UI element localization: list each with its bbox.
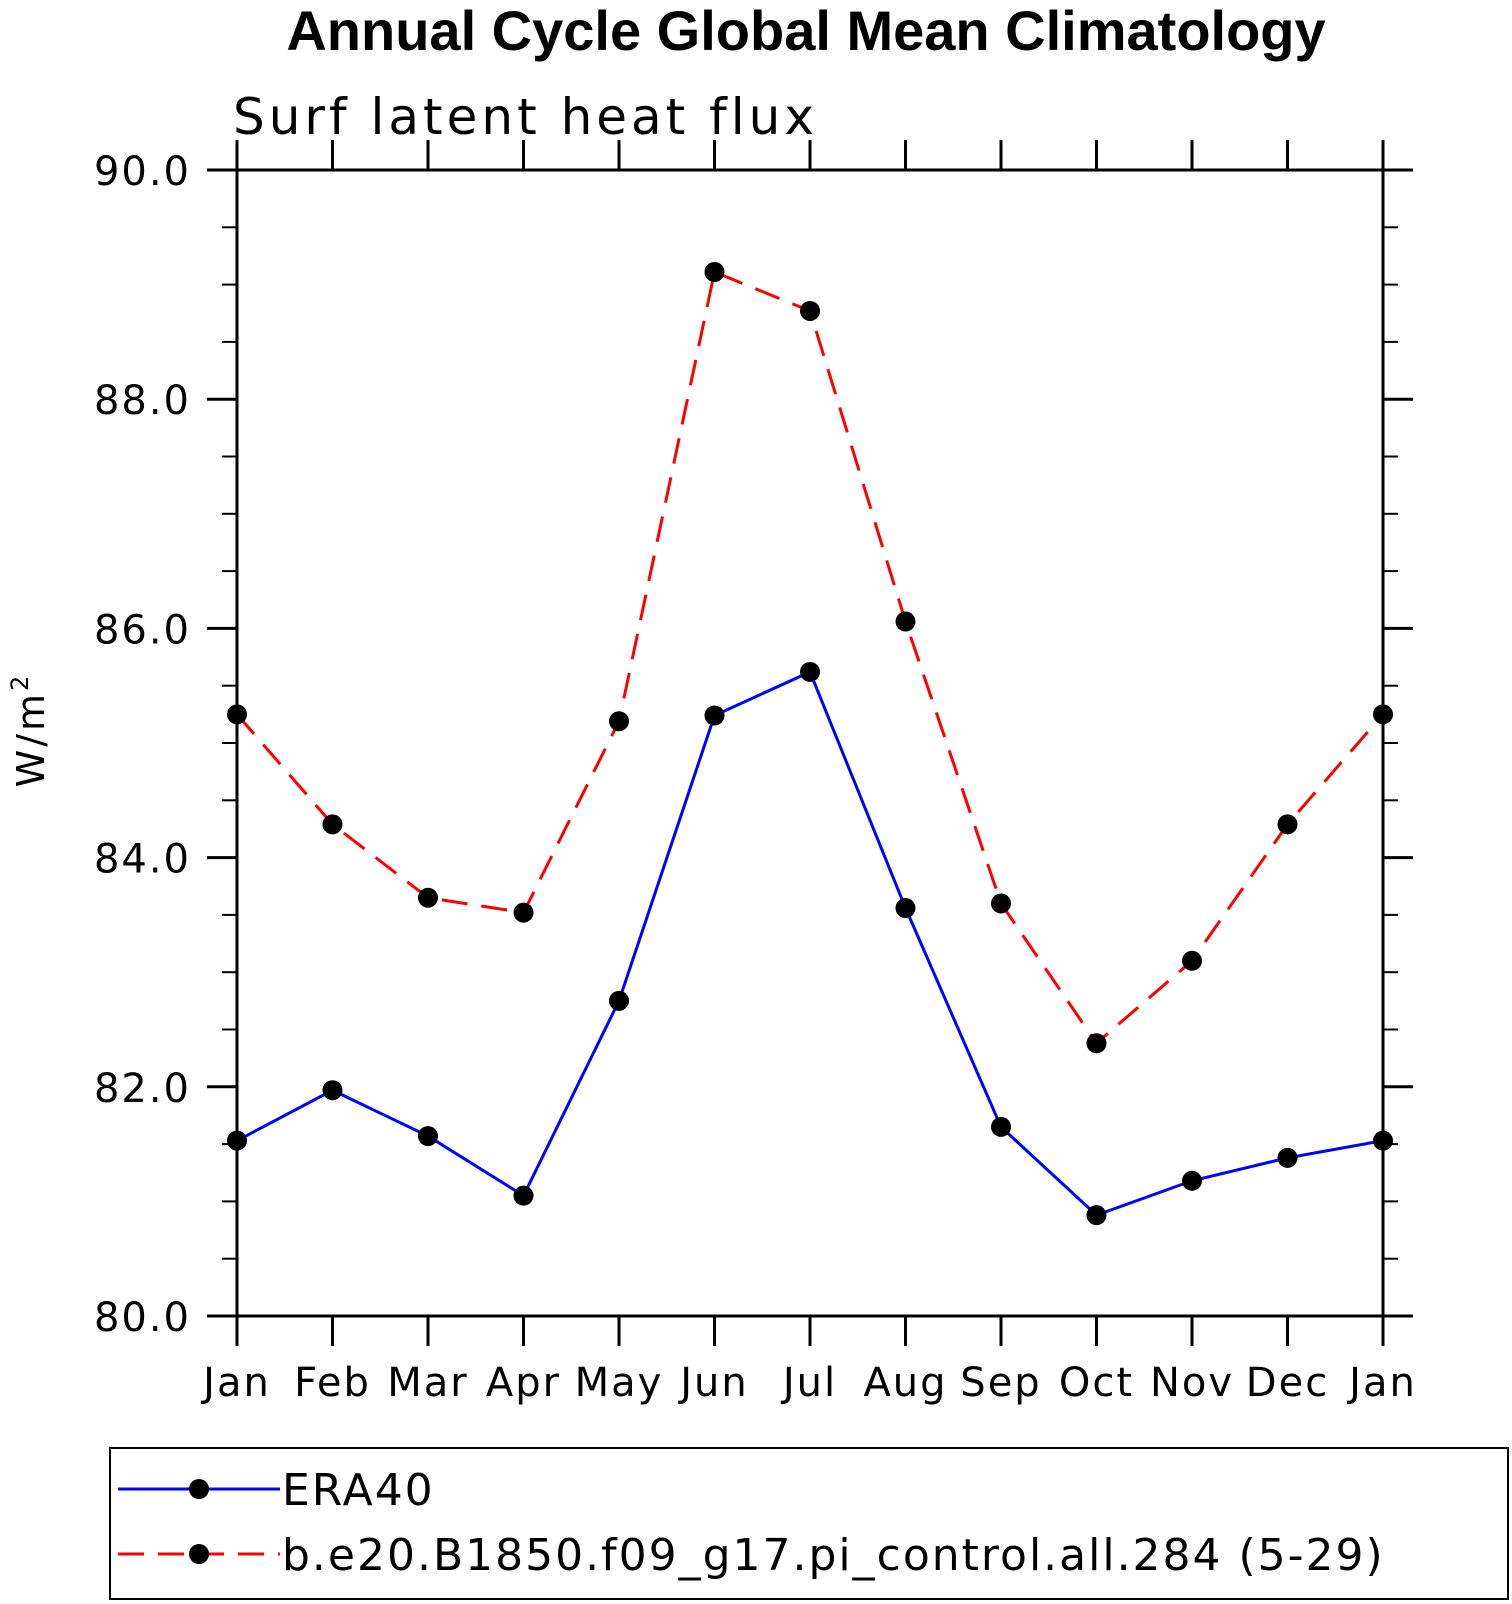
data-point xyxy=(322,814,343,835)
data-point xyxy=(895,898,916,919)
x-tick-label: Dec xyxy=(1246,1360,1329,1406)
y-axis-label: W/m2 xyxy=(6,673,53,788)
data-point xyxy=(1373,1130,1393,1151)
x-tick-label: Aug xyxy=(863,1360,947,1406)
legend-marker xyxy=(189,1544,209,1564)
data-point xyxy=(800,300,820,321)
data-point xyxy=(991,1116,1011,1137)
axes: Jan Feb Mar Apr May Jun Jul Aug Sep Oct Nov Dec Jan8… xyxy=(94,140,1417,1406)
data-point xyxy=(227,1130,247,1151)
legend-item: ERA40 xyxy=(118,1465,435,1516)
x-tick-label: May xyxy=(575,1360,664,1406)
legend-items: ERA40 b.e20.B1850.f09_g17.pi_control.all.… xyxy=(118,1465,1385,1581)
data-point xyxy=(1182,950,1202,971)
series-line xyxy=(236,669,1384,1217)
data-point xyxy=(513,902,534,923)
x-tick-label: Feb xyxy=(294,1360,371,1406)
data-point xyxy=(322,1080,343,1101)
series-layer xyxy=(227,261,1393,1226)
y-axis-label-unit: W/m xyxy=(9,691,53,787)
data-point xyxy=(1373,704,1393,725)
data-point xyxy=(1277,1147,1298,1168)
legend-box xyxy=(109,1447,1509,1600)
y-tick-label: 90.0 xyxy=(94,149,191,195)
chart-subtitle: Surf latent heat flux xyxy=(233,88,818,146)
data-point xyxy=(1277,814,1298,835)
y-axis-label-superscript: 2 xyxy=(6,673,34,691)
y-tick-label: 84.0 xyxy=(94,837,191,883)
data-point xyxy=(227,704,247,725)
data-point xyxy=(1182,1170,1202,1191)
data-point xyxy=(418,1126,438,1147)
data-point xyxy=(704,705,725,726)
legend: ERA40 b.e20.B1850.f09_g17.pi_control.all.… xyxy=(109,1447,1509,1600)
data-point xyxy=(704,261,725,282)
legend-marker xyxy=(189,1479,209,1499)
data-point xyxy=(800,661,820,682)
series-line xyxy=(235,269,1385,1046)
series-1 xyxy=(227,661,1393,1226)
plot-frame xyxy=(235,168,1385,1318)
legend-label: ERA40 xyxy=(282,1465,435,1516)
x-tick-label: Mar xyxy=(387,1360,468,1406)
x-tick-label: Sep xyxy=(960,1360,1041,1406)
data-point xyxy=(609,990,629,1011)
data-point xyxy=(609,711,629,732)
data-point xyxy=(895,611,916,632)
series-2 xyxy=(227,261,1393,1054)
x-tick-label: Jan xyxy=(200,1360,271,1406)
data-point xyxy=(513,1185,534,1206)
y-tick-label: 80.0 xyxy=(94,1295,191,1341)
y-tick-label: 82.0 xyxy=(94,1066,191,1112)
data-point xyxy=(1086,1033,1107,1054)
x-tick-label: Jan xyxy=(1346,1360,1417,1406)
x-tick-label: Nov xyxy=(1150,1360,1234,1406)
y-tick-label: 88.0 xyxy=(94,378,191,424)
x-tick-label: Oct xyxy=(1059,1360,1134,1406)
legend-label: b.e20.B1850.f09_g17.pi_control.all.284 (… xyxy=(282,1530,1385,1581)
x-tick-label: Apr xyxy=(486,1360,561,1406)
legend-item: b.e20.B1850.f09_g17.pi_control.all.284 (… xyxy=(118,1530,1385,1581)
data-point xyxy=(991,893,1011,914)
chart-title: Annual Cycle Global Mean Climatology xyxy=(286,0,1325,62)
data-point xyxy=(1086,1205,1107,1226)
data-point xyxy=(418,887,438,908)
x-tick-label: Jul xyxy=(780,1360,837,1406)
x-tick-label: Jun xyxy=(677,1360,749,1406)
y-tick-label: 86.0 xyxy=(94,607,191,653)
